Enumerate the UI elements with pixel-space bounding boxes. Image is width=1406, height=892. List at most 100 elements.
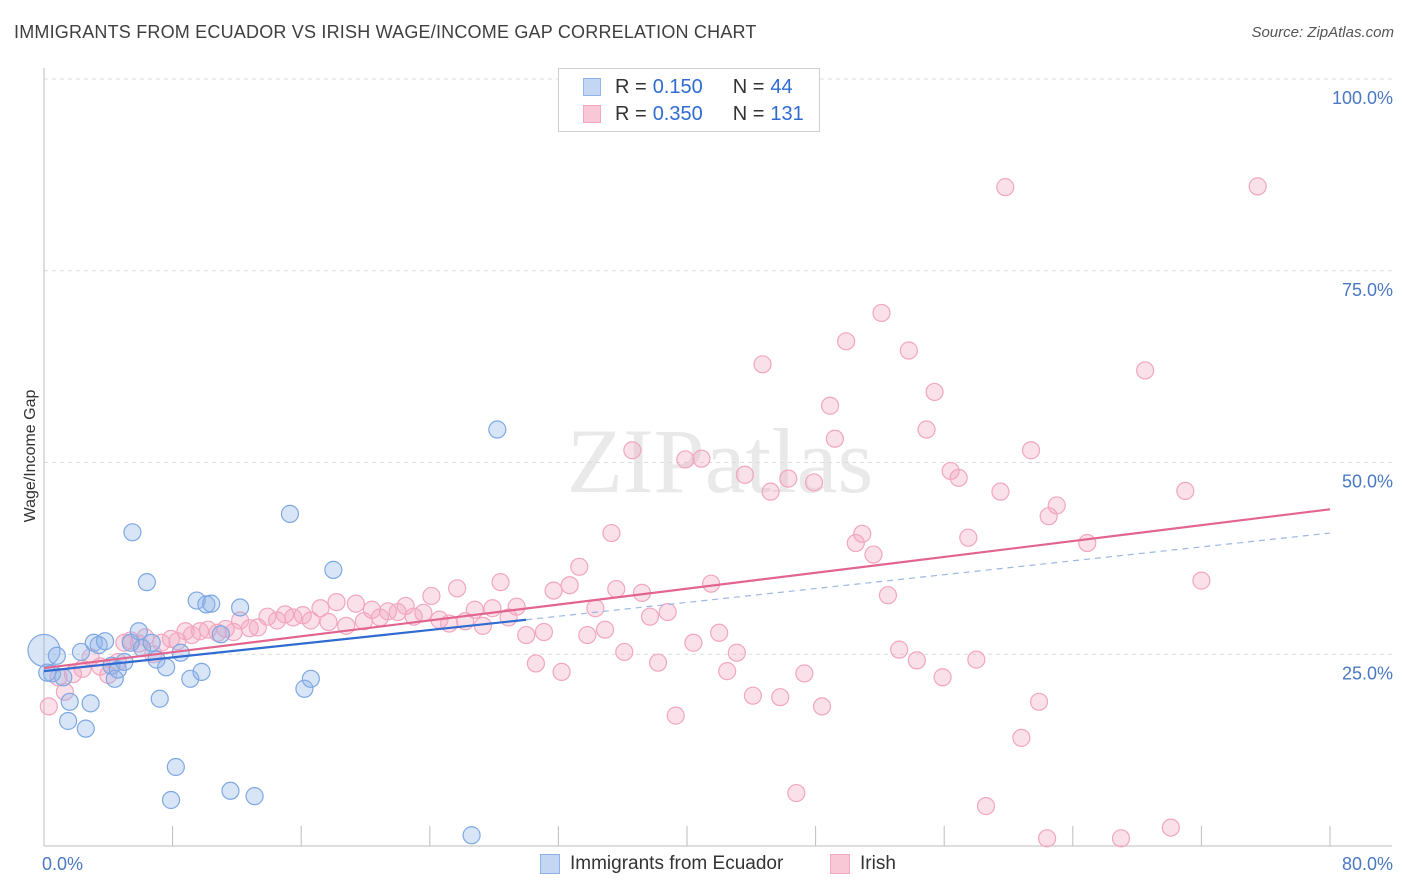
ecuador-point xyxy=(488,420,507,439)
irish-point xyxy=(787,783,806,803)
ecuador-point xyxy=(295,679,314,698)
irish-point xyxy=(718,662,737,681)
irish-point xyxy=(853,524,872,543)
irish-point xyxy=(666,706,685,725)
trend-lines xyxy=(43,508,1331,673)
legend-n-label: N = xyxy=(732,75,765,98)
ecuador-point xyxy=(280,504,300,523)
y-tick-label: 75.0% xyxy=(1342,280,1393,300)
irish-point xyxy=(378,602,398,621)
legend-row-irish: R = 0.350 N = 131 xyxy=(583,102,804,126)
irish-point xyxy=(534,622,554,642)
irish-point xyxy=(560,576,579,595)
legend-label-irish: Irish xyxy=(860,853,896,874)
irish-point xyxy=(607,579,626,599)
ecuador-point xyxy=(59,711,78,731)
grid-lines xyxy=(44,78,1392,655)
ecuador-point xyxy=(245,787,264,806)
legend-r-value: 0.350 xyxy=(652,102,703,125)
irish-point xyxy=(658,602,677,622)
ecuador-point xyxy=(76,719,95,738)
ecuador-point xyxy=(324,560,343,579)
irish-point xyxy=(152,633,171,652)
ecuador-swatch xyxy=(540,854,560,874)
ecuador-point xyxy=(47,646,66,665)
ecuador-point xyxy=(54,668,73,687)
watermark: ZIPatlas xyxy=(567,410,874,512)
ecuador-point xyxy=(60,692,79,711)
irish-point xyxy=(1047,496,1066,515)
irish-point xyxy=(552,662,571,681)
irish-point xyxy=(743,686,763,705)
legend-r-label: R = xyxy=(615,75,647,98)
irish-point xyxy=(753,355,772,374)
irish-point xyxy=(1029,692,1049,711)
irish-point xyxy=(319,612,338,632)
irish-point xyxy=(925,382,944,402)
irish-point xyxy=(976,797,996,816)
ecuador-point xyxy=(71,642,91,662)
irish-point xyxy=(949,468,968,487)
ecuador-point xyxy=(157,658,176,677)
irish-point xyxy=(812,697,832,716)
irish-point xyxy=(820,396,840,415)
y-tick-label: 100.0% xyxy=(1332,88,1393,108)
ecuador-point xyxy=(142,633,161,652)
irish-point xyxy=(1136,361,1155,380)
ecuador-point xyxy=(192,662,211,681)
ecuador-point xyxy=(187,591,206,610)
irish-point xyxy=(710,623,729,642)
irish-point xyxy=(684,633,703,652)
irish-point xyxy=(890,640,909,659)
y-tick-label: 50.0% xyxy=(1342,472,1393,492)
irish-point xyxy=(996,178,1015,197)
irish-point xyxy=(1192,571,1211,590)
irish-point xyxy=(967,650,986,669)
x-tick-label: 0.0% xyxy=(42,854,83,874)
irish-point xyxy=(231,611,250,630)
irish-point xyxy=(825,429,844,448)
irish-point xyxy=(578,625,597,645)
irish-point xyxy=(676,450,695,469)
legend-n-label: N = xyxy=(732,102,765,125)
irish-point xyxy=(1176,481,1195,500)
irish-point xyxy=(570,557,589,576)
irish-point xyxy=(640,607,660,626)
irish-points xyxy=(39,177,1267,848)
ecuador-point xyxy=(301,669,320,688)
irish-point xyxy=(907,651,926,670)
irish-trend-line xyxy=(43,508,1331,670)
irish-point xyxy=(526,654,545,673)
irish-point xyxy=(346,594,365,613)
irish-point xyxy=(991,482,1010,501)
irish-point xyxy=(1078,533,1097,553)
irish-point xyxy=(517,625,536,645)
correlation-legend: R = 0.150 N = 44 R = 0.350 N = 131 xyxy=(558,68,820,132)
legend-label-ecuador: Immigrants from Ecuador xyxy=(570,853,784,874)
ecuador-point xyxy=(150,689,169,708)
irish-point xyxy=(692,449,711,468)
ecuador-point xyxy=(161,790,181,810)
irish-point xyxy=(301,611,320,630)
irish-point xyxy=(544,581,563,600)
irish-point xyxy=(933,668,952,687)
irish-point xyxy=(878,586,898,605)
ecuador-point xyxy=(166,757,185,777)
irish-point xyxy=(727,643,746,662)
ecuador-point xyxy=(202,594,221,613)
legend-n-value: 44 xyxy=(770,75,793,98)
y-axis-title: Wage/Income Gap xyxy=(22,390,39,523)
irish-point xyxy=(648,653,668,672)
irish-point xyxy=(55,682,74,701)
ecuador-point xyxy=(137,573,156,592)
irish-point xyxy=(507,597,526,616)
legend-item-irish: Irish xyxy=(830,852,896,876)
ecuador-point xyxy=(81,694,100,713)
ecuador-point xyxy=(211,625,230,644)
y-tick-label: 25.0% xyxy=(1342,663,1393,683)
irish-point xyxy=(864,545,883,564)
x-tick-label: 80.0% xyxy=(1342,854,1393,874)
ecuador-points xyxy=(27,420,507,845)
irish-point xyxy=(586,599,605,618)
irish-point xyxy=(702,574,721,593)
